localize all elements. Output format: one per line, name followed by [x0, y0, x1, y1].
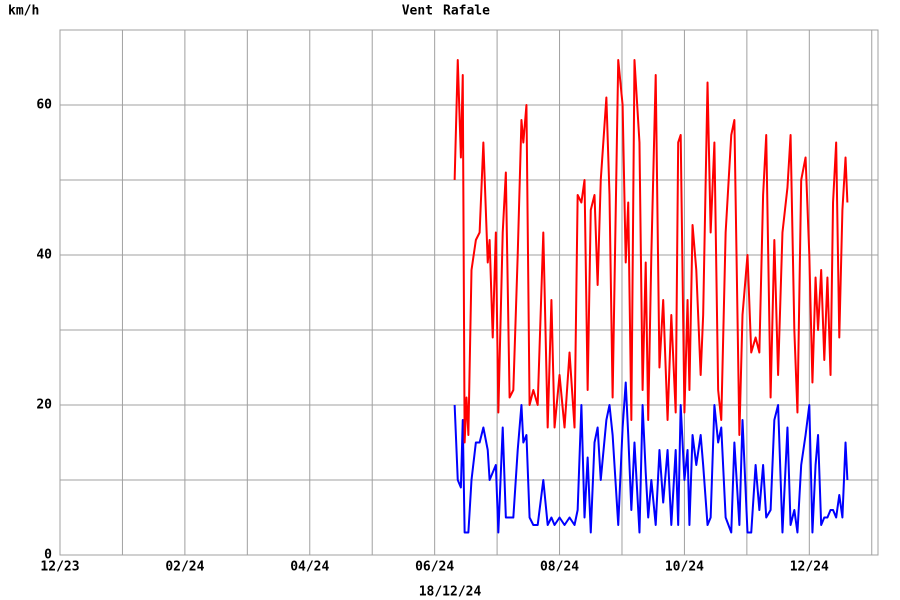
x-tick-label: 02/24 — [165, 560, 204, 575]
legend-entry: Vent — [402, 4, 433, 19]
line-series — [453, 381, 849, 534]
y-tick-label: 60 — [36, 98, 52, 113]
line-series — [453, 59, 849, 444]
x-tick-label: 12/24 — [790, 560, 829, 575]
y-tick-label: 20 — [36, 398, 52, 413]
footer-date: 18/12/24 — [419, 585, 482, 600]
legend-entry: Rafale — [443, 4, 490, 19]
x-tick-label: 06/24 — [415, 560, 454, 575]
y-tick-label: 40 — [36, 248, 52, 263]
y-tick-label: 0 — [44, 548, 52, 563]
y-axis-label: km/h — [8, 4, 39, 19]
x-tick-label: 08/24 — [540, 560, 579, 575]
x-tick-label: 10/24 — [665, 560, 704, 575]
x-tick-label: 04/24 — [290, 560, 329, 575]
x-tick-label: 12/23 — [40, 560, 79, 575]
